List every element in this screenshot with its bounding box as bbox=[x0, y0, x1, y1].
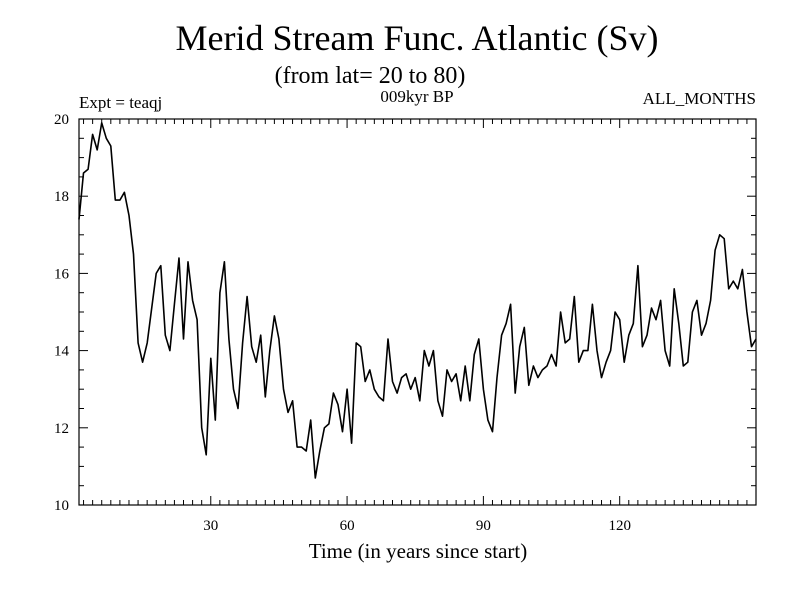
experiment-label: Expt = teaqj bbox=[79, 93, 162, 112]
chart-subtitle: (from lat= 20 to 80) bbox=[275, 63, 466, 89]
x-axis-label: Time (in years since start) bbox=[309, 539, 528, 563]
y-tick-label: 10 bbox=[54, 498, 69, 514]
series-line bbox=[78, 122, 757, 479]
plot-axes: 10 12 14 16 18 20 30 60 90 120 bbox=[54, 112, 757, 534]
period-label: 009kyr BP bbox=[380, 87, 453, 106]
y-tick-label: 14 bbox=[54, 344, 70, 360]
y-tick-label: 12 bbox=[54, 421, 69, 437]
plot-frame bbox=[78, 118, 757, 506]
months-label: ALL_MONTHS bbox=[643, 89, 756, 108]
y-tick-label: 16 bbox=[54, 266, 70, 282]
y-tick-label: 20 bbox=[54, 112, 69, 128]
x-tick-label: 60 bbox=[340, 518, 355, 534]
x-tick-label: 30 bbox=[203, 518, 218, 534]
chart-title: Merid Stream Func. Atlantic (Sv) bbox=[176, 18, 659, 58]
y-tick-label: 18 bbox=[54, 189, 69, 205]
plot-series bbox=[78, 122, 757, 479]
x-tick-label: 90 bbox=[476, 518, 491, 534]
x-tick-label: 120 bbox=[608, 518, 631, 534]
